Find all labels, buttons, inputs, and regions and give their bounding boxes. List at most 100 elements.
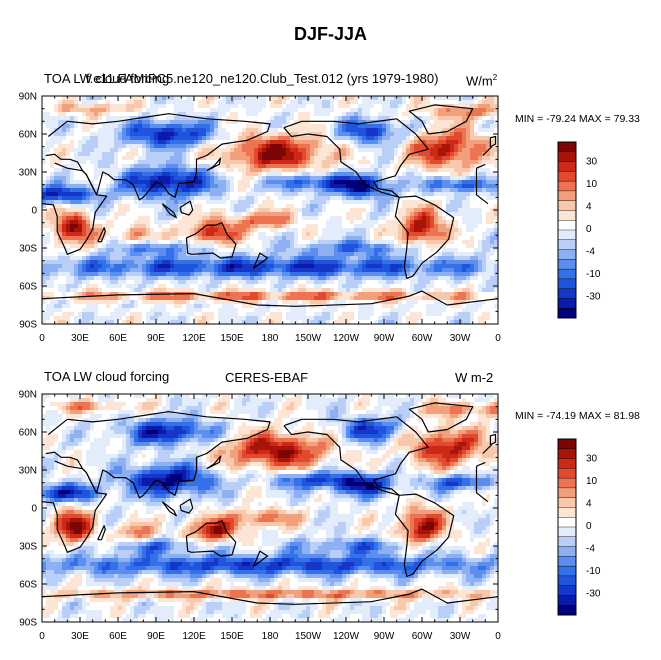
colorbar-swatch <box>557 575 577 587</box>
y-tick-label: 60S <box>19 580 37 591</box>
x-tick-label: 0 <box>495 333 501 344</box>
y-tick-label: 90N <box>19 390 37 401</box>
colorbar-swatch <box>557 526 577 538</box>
colorbar-swatch <box>557 298 577 309</box>
x-tick-label: 120E <box>182 631 206 642</box>
coastlines <box>41 402 499 605</box>
colorbar-tick-label: -4 <box>586 247 595 258</box>
x-tick-label: 150W <box>295 631 322 642</box>
colorbar-swatch <box>557 536 577 548</box>
colorbar-tick-label: -10 <box>586 566 601 577</box>
colorbar-tick-label: -30 <box>586 588 601 599</box>
colorbar-swatch <box>557 229 577 241</box>
panel2-center-title: CERES-EBAF <box>225 370 309 385</box>
x-tick-label: 0 <box>39 631 45 642</box>
x-tick-label: 90W <box>374 333 395 344</box>
x-tick-label: 150W <box>295 333 322 344</box>
colorbar-tick-label: 0 <box>586 521 592 532</box>
panel2-colorbar: 30 10 4 0 -4 -10 -30 <box>557 438 601 616</box>
colorbar-swatch <box>557 190 577 202</box>
panel2-map: 0 30E 60E 90E 120E 150E 180 150W 120W 90W 60W 30W 09… <box>19 390 502 643</box>
panel1-colorbar: 30 10 4 0 -4 -10 -30 <box>557 141 601 319</box>
colorbar-swatch <box>557 308 577 319</box>
colorbar-swatch <box>557 585 577 596</box>
x-tick-label: 60W <box>412 631 433 642</box>
y-tick-label: 90S <box>19 320 37 331</box>
x-tick-label: 30W <box>450 631 471 642</box>
colorbar-swatch <box>557 458 577 469</box>
x-tick-label: 90W <box>374 631 395 642</box>
colorbar-tick-label: 4 <box>586 499 592 510</box>
x-tick-label: 0 <box>39 333 45 344</box>
panel1-left-title: TOA LW cloud forcing <box>44 71 170 86</box>
y-tick-label: 0 <box>31 206 37 217</box>
colorbar-swatch <box>557 259 577 270</box>
x-tick-label: 120W <box>333 333 360 344</box>
y-tick-label: 60S <box>19 282 37 293</box>
colorbar-tick-label: 10 <box>586 179 598 190</box>
x-tick-label: 60E <box>109 333 127 344</box>
colorbar-swatch <box>557 249 577 260</box>
y-tick-label: 90N <box>19 92 37 103</box>
colorbar-swatch <box>557 210 577 221</box>
panel1-center-title: f.e11.FAMIPC5.ne120_ne120.Club_Test.012 … <box>86 71 439 86</box>
colorbar-swatch <box>557 595 577 606</box>
colorbar-swatch <box>557 448 577 460</box>
y-tick-label: 30N <box>19 466 37 477</box>
colorbar-tick-label: 0 <box>586 224 592 235</box>
panel1-map: 0 30E 60E 90E 120E 150E 180 150W 120W 90W 60W 30W 09… <box>19 92 502 345</box>
y-tick-label: 30S <box>19 244 37 255</box>
panel1-min-max: MIN = -79.24 MAX = 79.33 <box>515 113 640 125</box>
x-tick-label: 180 <box>262 333 279 344</box>
panel2-units: W m-2 <box>455 370 494 385</box>
x-tick-label: 180 <box>262 631 279 642</box>
colorbar-swatch <box>557 161 577 172</box>
colorbar-tick-label: 10 <box>586 476 598 487</box>
colorbar-swatch <box>557 171 577 182</box>
colorbar-swatch <box>557 438 577 450</box>
colorbar-swatch <box>557 200 577 211</box>
colorbar-swatch <box>557 487 577 499</box>
x-tick-label: 120W <box>333 631 360 642</box>
colorbar-swatch <box>557 278 577 290</box>
y-tick-label: 60N <box>19 428 37 439</box>
colorbar-swatch <box>557 605 577 616</box>
colorbar-tick-label: 30 <box>586 454 598 465</box>
colorbar-tick-label: -30 <box>586 291 601 302</box>
colorbar-swatch <box>557 507 577 518</box>
y-tick-label: 0 <box>31 504 37 515</box>
x-tick-label: 150E <box>220 333 244 344</box>
colorbar-swatch <box>557 556 577 567</box>
heatmap-field <box>42 96 499 325</box>
heatmap-field <box>42 394 499 623</box>
panel2-left-title: TOA LW cloud forcing <box>44 369 170 384</box>
x-tick-label: 90E <box>147 631 165 642</box>
colorbar-swatch <box>557 220 577 231</box>
x-tick-label: 150E <box>220 631 244 642</box>
colorbar-swatch <box>557 239 577 251</box>
colorbar-tick-label: -10 <box>586 269 601 280</box>
colorbar-swatch <box>557 477 577 489</box>
x-tick-label: 60W <box>412 333 433 344</box>
coastlines <box>41 104 499 307</box>
page-title: DJF-JJA <box>293 24 368 44</box>
panel1-units: W/m2 <box>466 73 498 89</box>
colorbar-swatch <box>557 141 577 153</box>
colorbar-tick-label: 4 <box>586 202 592 213</box>
colorbar-swatch <box>557 497 577 508</box>
x-tick-label: 0 <box>495 631 501 642</box>
colorbar-swatch <box>557 565 577 577</box>
panel2-min-max: MIN = -74.19 MAX = 81.98 <box>515 410 640 422</box>
x-tick-label: 90E <box>147 333 165 344</box>
colorbar-swatch <box>557 288 577 299</box>
y-tick-label: 60N <box>19 130 37 141</box>
y-tick-label: 90S <box>19 618 37 629</box>
y-tick-label: 30S <box>19 542 37 553</box>
colorbar-tick-label: 30 <box>586 157 598 168</box>
colorbar-swatch <box>557 151 577 163</box>
x-tick-label: 30W <box>450 333 471 344</box>
colorbar-swatch <box>557 468 577 479</box>
x-tick-label: 120E <box>182 333 206 344</box>
x-tick-label: 60E <box>109 631 127 642</box>
colorbar-tick-label: -4 <box>586 544 595 555</box>
